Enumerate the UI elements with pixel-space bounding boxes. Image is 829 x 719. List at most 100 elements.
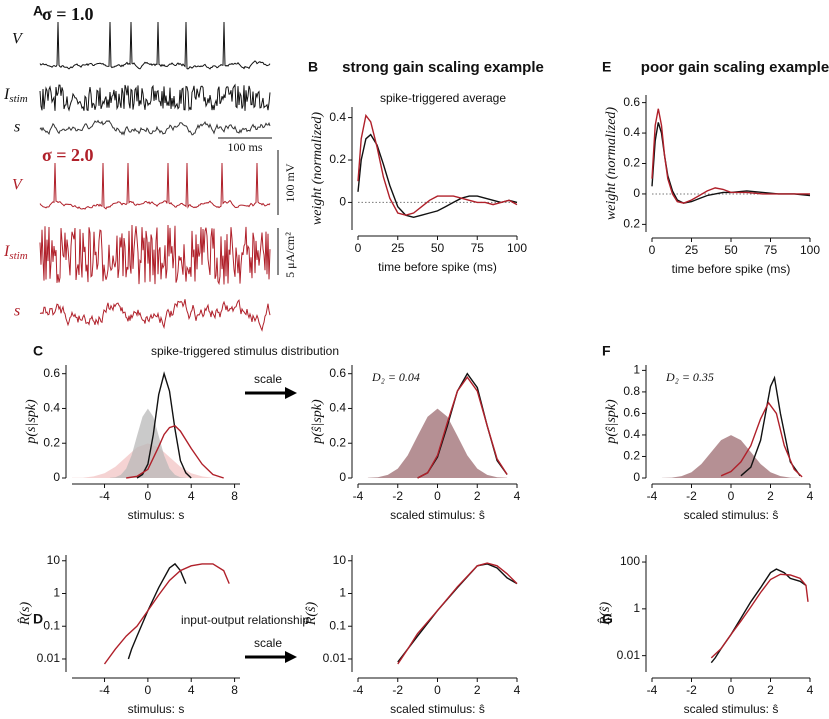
y-tick-label: 10 <box>333 553 347 567</box>
trace-label: V <box>12 31 24 48</box>
y-tick-label: 0.2 <box>329 435 346 449</box>
x-tick-label: -4 <box>353 683 364 697</box>
x-tick-label: 50 <box>431 241 445 255</box>
chart-title: input-output relationship <box>181 613 309 627</box>
panel-label: B <box>308 59 318 75</box>
y-axis-label: R̂(s) <box>17 602 33 627</box>
x-axis-label: scaled stimulus: ŝ <box>684 702 779 716</box>
x-tick-label: 8 <box>231 683 238 697</box>
x-tick-label: -2 <box>392 489 403 503</box>
x-tick-label: 2 <box>767 489 774 503</box>
x-tick-label: -2 <box>392 683 403 697</box>
y-axis-label: R̂(ŝ) <box>303 602 319 627</box>
x-tick-label: 2 <box>474 489 481 503</box>
line <box>103 563 230 665</box>
x-tick-label: 4 <box>188 683 195 697</box>
y-tick-label: 0.4 <box>623 125 640 139</box>
arrow-head <box>285 387 297 399</box>
x-tick-label: 25 <box>685 243 699 257</box>
sigma-label: σ = 2.0 <box>42 145 94 165</box>
chart-title: poor gain scaling example <box>641 59 829 76</box>
y-tick-label: 0.6 <box>329 366 346 380</box>
trace <box>39 299 271 332</box>
y-tick-label: 0.1 <box>329 618 346 632</box>
panel-label: D <box>33 611 43 627</box>
y-tick-label: 0.4 <box>43 401 60 415</box>
y-tick-label: 0.8 <box>623 384 640 398</box>
area <box>367 408 508 478</box>
x-tick-label: 4 <box>514 489 521 503</box>
x-tick-label: 2 <box>474 683 481 697</box>
x-tick-label: 4 <box>807 683 814 697</box>
y-tick-label: 0 <box>53 470 60 484</box>
y-tick-label: 0 <box>339 470 346 484</box>
x-axis-label: time before spike (ms) <box>672 262 791 276</box>
trace-label: Istim <box>3 86 28 105</box>
y-tick-label: 0.4 <box>329 110 346 124</box>
trace-sub: stim <box>9 250 27 262</box>
x-tick-label: 4 <box>514 683 521 697</box>
arrow-label: scale <box>254 636 282 650</box>
line <box>397 563 518 663</box>
trace-label: I <box>3 86 10 103</box>
panel-label: F <box>602 343 611 359</box>
trace <box>39 21 271 70</box>
x-tick-label: 2 <box>767 683 774 697</box>
trace-sub: stim <box>9 93 27 105</box>
scale-arrow: scale <box>245 372 297 399</box>
x-tick-label: -4 <box>647 683 658 697</box>
volt-scale-label: 100 mV <box>283 163 297 202</box>
panel-a: A σ = 1.0 V Istim s 100 ms σ = 2.0 V Ist… <box>3 3 297 332</box>
x-tick-label: 4 <box>188 489 195 503</box>
x-tick-label: 25 <box>391 241 405 255</box>
y-axis-label: p(s|spk) <box>24 399 39 445</box>
y-axis-label: weight (normalized) <box>310 112 325 225</box>
panel-label: A <box>33 3 43 19</box>
trace-label: I <box>3 243 10 260</box>
traces <box>39 21 271 332</box>
x-tick-label: -4 <box>99 683 110 697</box>
x-tick-label: 0 <box>145 683 152 697</box>
y-tick-label: 0 <box>339 195 346 209</box>
y-tick-label: 1 <box>339 586 346 600</box>
x-axis-label: scaled stimulus: ŝ <box>684 508 779 522</box>
line <box>126 425 224 479</box>
y-tick-label: 0 <box>633 470 640 484</box>
x-tick-label: -4 <box>353 489 364 503</box>
y-tick-label: 0 <box>633 186 640 200</box>
line <box>651 122 811 204</box>
y-tick-label: 0.6 <box>43 366 60 380</box>
trace <box>39 224 271 286</box>
annotation: D₂ = 0.35 <box>665 370 714 384</box>
x-tick-label: -4 <box>99 489 110 503</box>
x-tick-label: -2 <box>686 683 697 697</box>
trace-label: s <box>14 303 20 320</box>
chart-title: spike-triggered stimulus distribution <box>151 344 339 358</box>
x-tick-label: -2 <box>686 489 697 503</box>
y-tick-label: 10 <box>47 553 61 567</box>
x-tick-label: 0 <box>434 683 441 697</box>
trace-label: Istim <box>3 243 28 262</box>
y-tick-label: 0.01 <box>323 651 347 665</box>
trace <box>39 119 271 136</box>
time-scale-label: 100 ms <box>227 140 262 154</box>
x-tick-label: 0 <box>145 489 152 503</box>
x-tick-label: 75 <box>764 243 778 257</box>
x-tick-label: 100 <box>800 243 820 257</box>
line <box>710 573 809 659</box>
x-tick-label: 0 <box>728 489 735 503</box>
scale-arrow: scale <box>245 636 297 663</box>
area <box>109 408 186 478</box>
x-tick-label: 4 <box>807 489 814 503</box>
arrow-label: scale <box>254 372 282 386</box>
trace-label: V <box>12 177 24 194</box>
arrow-head <box>285 651 297 663</box>
line <box>397 562 518 665</box>
y-axis-label: weight (normalized) <box>604 107 619 220</box>
trace <box>39 162 271 210</box>
x-tick-label: 75 <box>471 241 485 255</box>
y-axis-label: p(ŝ|spk) <box>604 399 619 445</box>
panel-label: E <box>602 59 611 75</box>
line <box>127 562 187 660</box>
